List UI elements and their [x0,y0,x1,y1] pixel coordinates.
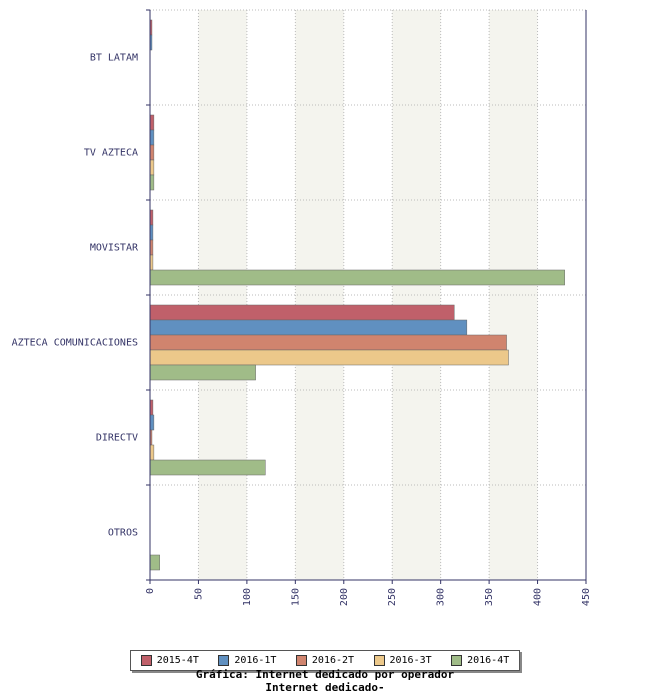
category-label: BT LATAM [90,53,138,64]
bar [149,334,507,351]
bar-chart: BT LATAM TV AZTECA MOVISTAR AZTECA COMUNICA… [12,9,592,607]
legend-swatch [295,655,307,666]
bar [149,269,565,286]
x-tick-label: 300 [436,588,447,606]
x-tick-label: 100 [242,588,253,606]
bar [149,319,468,336]
category-label: OTROS [108,528,138,539]
category-label: MOVISTAR [90,243,139,254]
bar [149,129,155,146]
category-label: TV AZTECA [84,148,138,159]
category-label: DIRECTV [96,433,138,444]
x-tick-label: 400 [533,588,544,606]
legend-item: 2016-3T [373,655,432,666]
chart-title: Gráfica: Internet dedicado por operador [195,668,455,681]
legend-item: 2016-2T [295,655,355,666]
legend-label: 2016-4T [467,655,510,666]
bar [149,459,266,476]
legend: 2015-4T 2016-1T 2016-2T 2016-3T 2016-4T [130,650,520,671]
bar [149,444,155,461]
bar [149,159,155,176]
legend-item: 2016-1T [218,655,276,666]
bar [149,414,155,431]
bar [149,304,455,321]
legend-label: 2015-4T [156,655,199,666]
x-tick-label: 0 [145,588,156,594]
bar [149,554,160,571]
legend-item: 2015-4T [140,655,199,666]
axes [146,9,587,584]
x-tick-label: 450 [581,588,592,606]
legend-swatch [373,655,385,666]
x-tick-label: 250 [387,588,398,606]
bar [149,114,155,131]
x-tick-label: 50 [193,588,204,600]
legend-swatch [218,655,230,666]
bar [149,144,155,161]
legend-swatch [140,655,152,666]
legend-item: 2016-4T [451,655,509,666]
bar [149,349,509,366]
x-tick-label: 200 [339,588,350,606]
chart-subtitle: Internet dedicado- [265,681,385,694]
legend-swatch [451,655,463,666]
legend-label: 2016-1T [234,655,277,666]
bar [149,364,256,381]
bar [149,174,155,191]
category-label: AZTECA COMUNICACIONES [12,338,138,349]
x-tick-label: 350 [484,588,495,606]
axis-labels: BT LATAM TV AZTECA MOVISTAR AZTECA COMUNICA… [12,53,592,607]
legend-label: 2016-3T [389,655,432,666]
bars [149,19,565,571]
legend-label: 2016-2T [311,655,355,666]
x-tick-label: 150 [290,588,301,606]
